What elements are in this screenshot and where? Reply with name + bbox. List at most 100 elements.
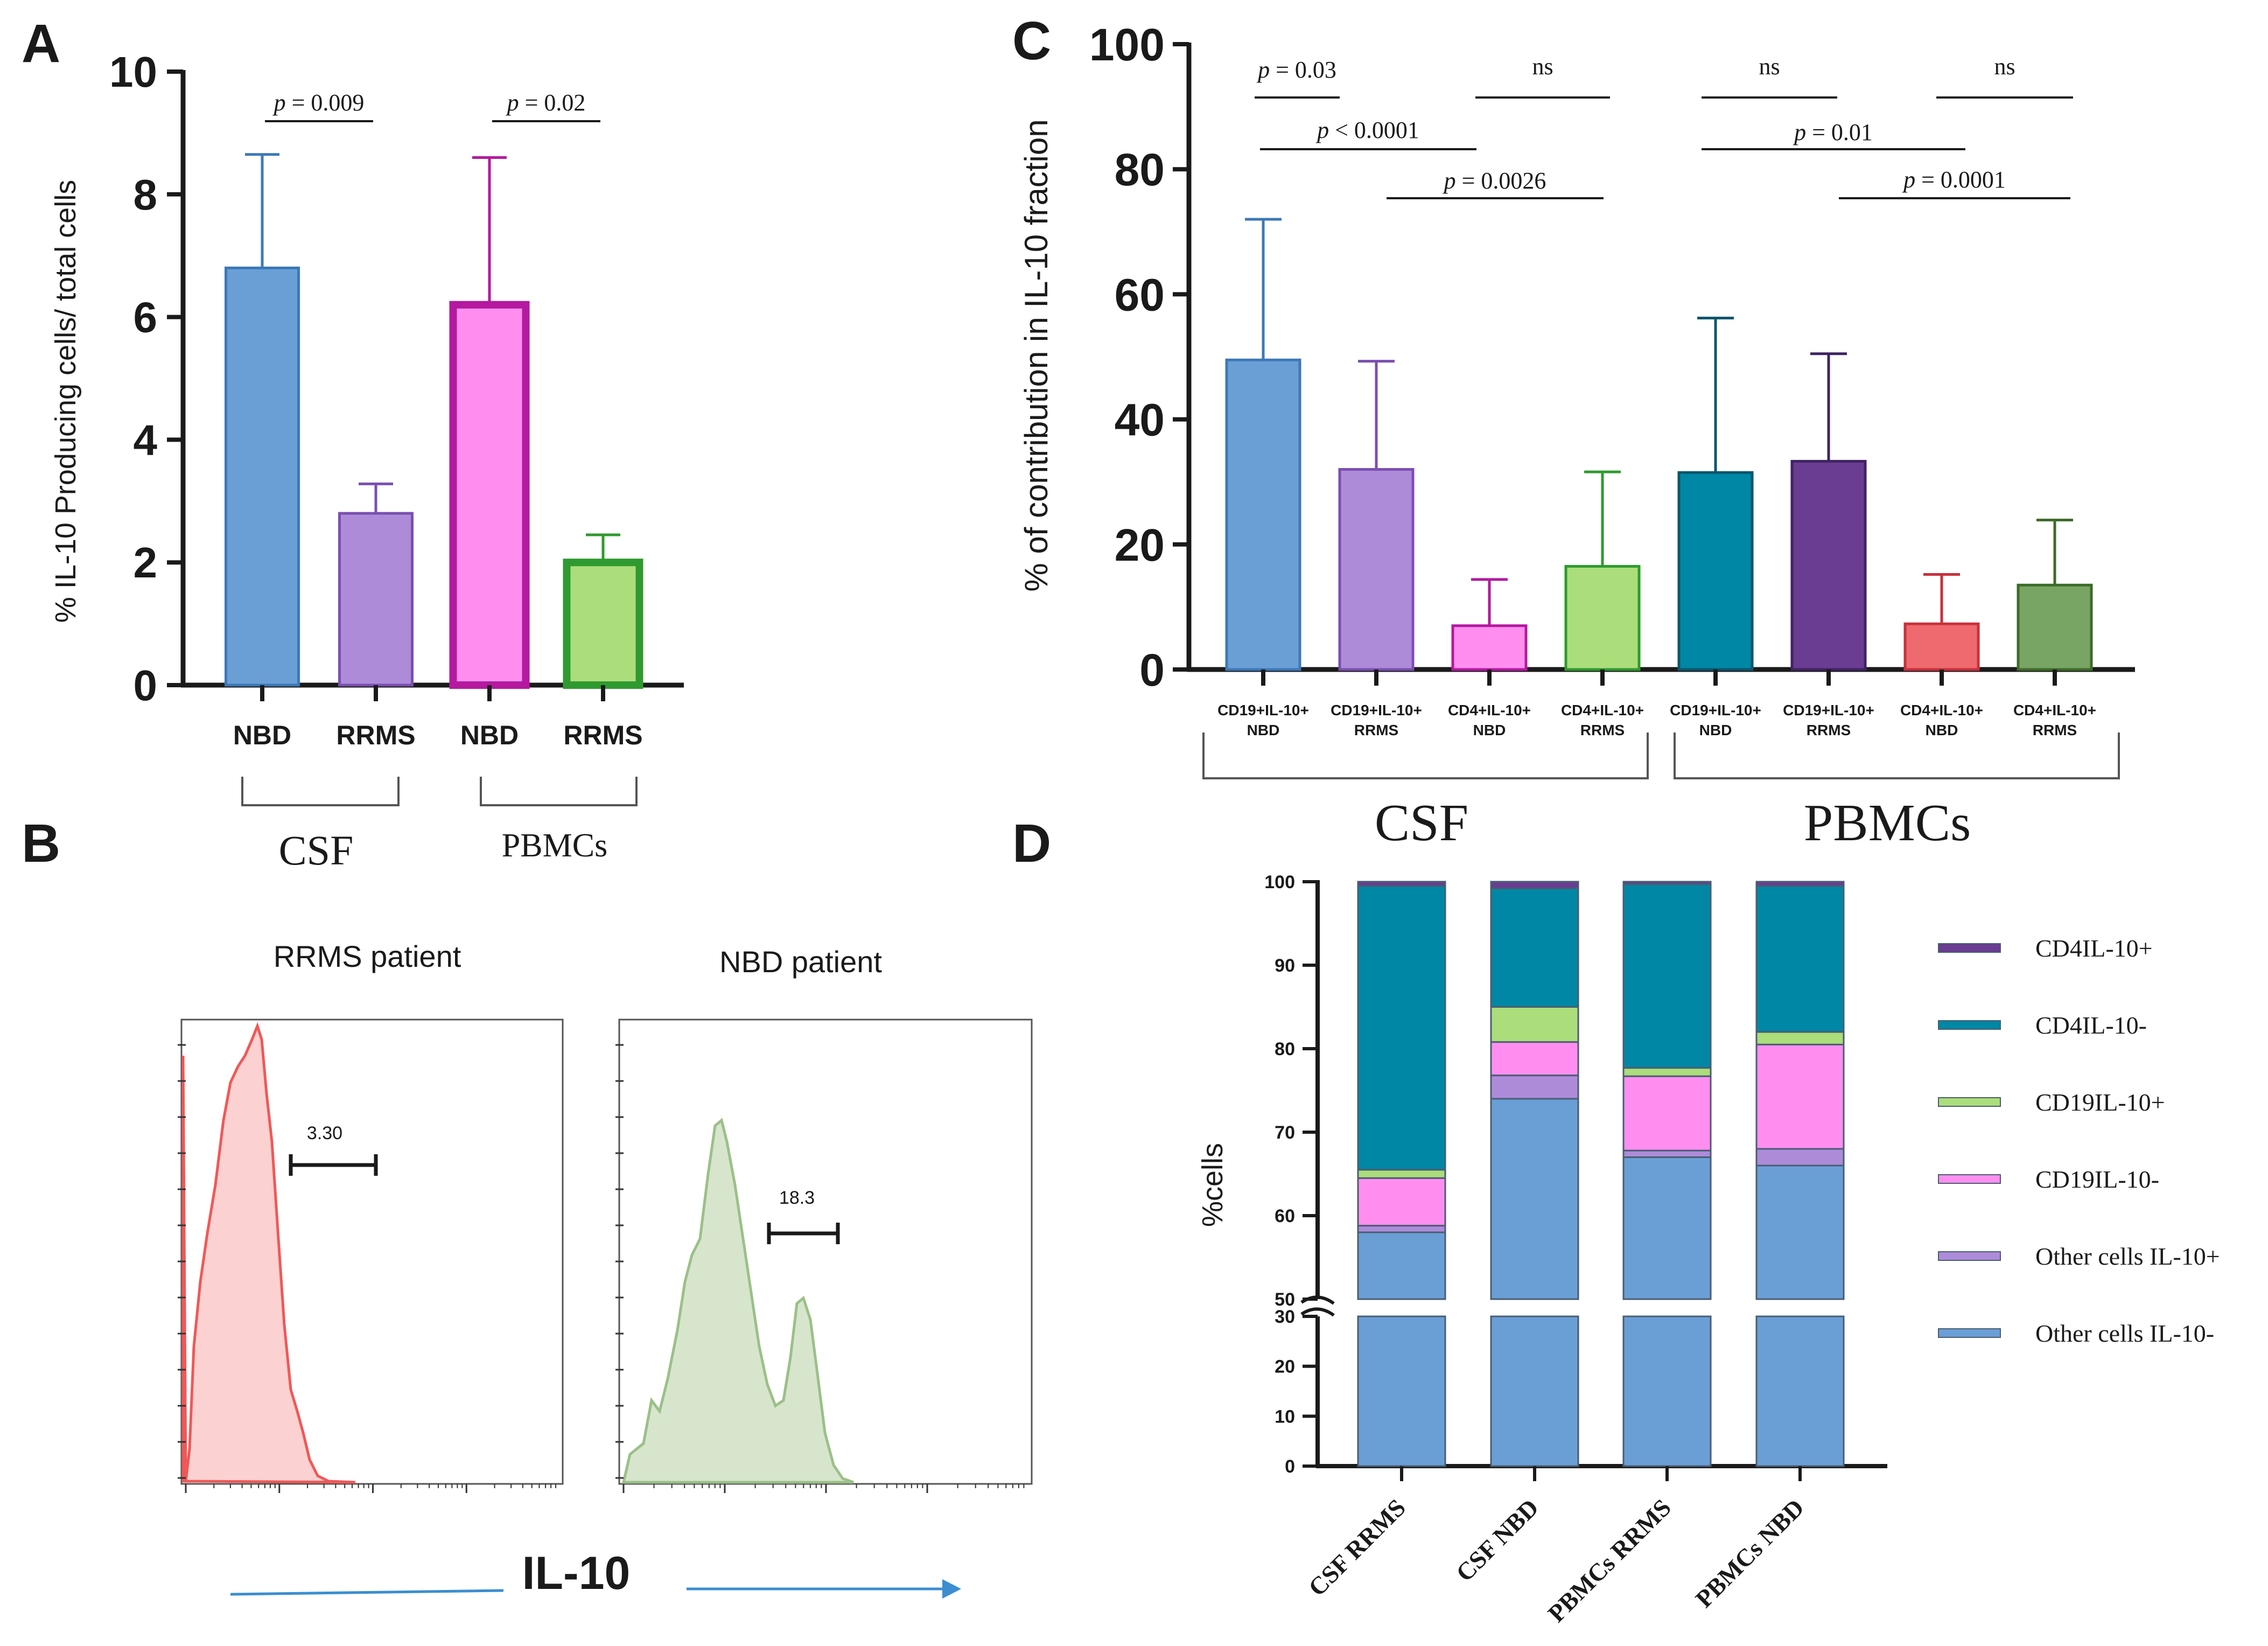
panel-d-y-tick-label: 0 [1285, 1456, 1295, 1477]
panel-d-x-tick-label: CSF RRMS [1303, 1494, 1411, 1601]
panel-c-p-value: p < 0.0001 [1315, 117, 1419, 143]
panel-d-stacked-segment [1755, 1315, 1845, 1467]
panel-d-stacked-segment [1490, 887, 1579, 1008]
panel-c-y-tick-label: 0 [1139, 645, 1165, 695]
panel-d-y-tick-label: 60 [1275, 1206, 1295, 1226]
panel-a-bar [563, 559, 643, 689]
panel-c-y-tick-label: 100 [1089, 19, 1165, 70]
panel-d-stacked-segment [1490, 1006, 1579, 1043]
panel-d-stacked-segment [1755, 1043, 1845, 1150]
panel-a-group-bracket [480, 777, 638, 806]
panel-c-y-tick-label: 20 [1115, 520, 1165, 570]
panel-d-y-tick-label: 100 [1264, 872, 1295, 892]
flow-gate-nbd [767, 1223, 840, 1244]
panel-d-y-tick-label: 10 [1275, 1406, 1295, 1427]
panel-d-stacked-segment [1490, 1098, 1579, 1300]
panel-c-x-tick-label: CD4+IL-10+ NBD [1900, 702, 1983, 738]
panel-d-stacked-segment [1490, 1075, 1579, 1100]
panel-d-legend-label: CD19IL-10+ [2035, 1089, 2165, 1116]
panel-d-stacked-segment [1357, 1177, 1446, 1227]
panel-d-stacked-segment [1622, 1075, 1712, 1152]
panel-d-y-tick-label: 20 [1275, 1357, 1295, 1377]
panel-c-group-label-pbmcs: PBMCs [1804, 794, 1971, 852]
panel-c-y-axis-label: % of contribution in IL-10 fraction [1018, 119, 1054, 591]
panel-c-x-tick-label: CD4+IL-10+ RRMS [1561, 702, 1644, 738]
panel-d-legend-label: CD4IL-10- [2035, 1012, 2147, 1039]
panel-c-x-tick-label: CD4+IL-10+ RRMS [2013, 702, 2096, 738]
panel-d-stacked-segment [1755, 1164, 1845, 1300]
panel-d-stacked-segment [1357, 885, 1446, 1171]
panel-c-p-value: ns [1532, 53, 1553, 80]
panel-c-y-tick-label: 40 [1115, 395, 1165, 445]
panel-d-stacked-segment [1357, 1225, 1446, 1233]
panel-d-stacked-segment [1357, 1169, 1446, 1179]
flow-axis-ticks [178, 1044, 1025, 1493]
panel-c-x-tick-label: CD19+IL-10+ NBD [1217, 702, 1309, 738]
panel-d-legend-label: CD4IL-10+ [2035, 934, 2153, 962]
panel-c-p-value: p = 0.0001 [1902, 166, 2006, 193]
panel-d-y-tick-label: 30 [1275, 1307, 1295, 1327]
flow-x-axis-label: IL-10 [522, 1547, 631, 1599]
flow-plot-title-nbd: NBD patient [719, 945, 882, 979]
panel-d-stacked-segment [1755, 881, 1845, 887]
panel-a-x-tick-label: NBD [233, 720, 291, 750]
panel-a-bar [449, 301, 530, 689]
panel-a-y-tick-label: 0 [134, 661, 158, 709]
panel-c-bar [1451, 624, 1528, 671]
panel-d-stacked-segment [1357, 881, 1446, 887]
panel-d-y-tick-label: 50 [1275, 1289, 1295, 1310]
panel-d-legend-label: CD19IL-10- [2035, 1166, 2159, 1193]
panel-c-p-value: p = 0.0026 [1443, 168, 1546, 194]
panel-d-x-tick-label: PBMCs NBD [1690, 1494, 1809, 1613]
panel-label-b: B [22, 813, 60, 874]
panel-a-x-tick-label: NBD [460, 720, 519, 750]
panel-c-group-bracket [1202, 733, 1649, 779]
panel-c-p-value: ns [1994, 53, 2015, 80]
panel-d-legend-swatch [1938, 1328, 2001, 1338]
panel-d-stacked-segment [1622, 1067, 1712, 1077]
panel-d-stacked-segment [1622, 1315, 1712, 1467]
panel-d-legend-label: Other cells IL-10+ [2035, 1243, 2220, 1270]
panel-d-stacked-segment [1755, 1031, 1845, 1045]
panel-d-x-tick-label: CSF NBD [1451, 1494, 1544, 1587]
panel-d-stacked-segment [1490, 881, 1579, 889]
panel-a-x-tick-label: RRMS [563, 720, 642, 750]
panel-label-c: C [1012, 11, 1051, 71]
panel-a-x-tick-label: RRMS [336, 720, 415, 750]
panel-d-legend-swatch [1938, 1174, 2001, 1184]
panel-d-legend-swatch [1938, 1251, 2001, 1261]
panel-d-y-axis-label: %cells [1196, 1143, 1229, 1227]
panel-a-bar-chart: % IL-10 Producing cells/ total cells CSF… [50, 48, 684, 874]
panel-a-p-value: p = 0.009 [272, 89, 365, 116]
panel-d-y-tick-label: 70 [1275, 1122, 1295, 1143]
panel-d-y-tick-label: 90 [1275, 955, 1295, 976]
panel-a-y-tick-label: 4 [134, 416, 158, 464]
panel-d-stacked-segment [1755, 1148, 1845, 1167]
panel-c-bar [1790, 459, 1867, 671]
panel-c-bar [1225, 358, 1301, 671]
flow-plot-title-rrms: RRMS patient [274, 939, 461, 973]
panel-d-legend-swatch [1938, 1097, 2001, 1107]
panel-a-y-axis-label: % IL-10 Producing cells/ total cells [50, 180, 82, 623]
panel-d-stacked-bar-chart: %cells 50 60 70 80 90 100 0 10 20 30 CSF RRMS CSF N… [1196, 872, 2220, 1627]
panel-c-x-tick-label: CD19+IL-10+ RRMS [1783, 702, 1874, 738]
panel-c-p-value: ns [1759, 53, 1780, 80]
panel-a-group-bracket [241, 777, 400, 806]
panel-d-stacked-segment [1490, 1041, 1579, 1077]
panel-c-x-tick-label: CD4+IL-10+ NBD [1448, 702, 1531, 738]
panel-d-axis-break [1300, 1295, 1335, 1305]
flow-gate-rrms [289, 1154, 378, 1176]
panel-c-group-label-csf: CSF [1375, 794, 1468, 852]
panel-c-x-tick-label: CD19+IL-10+ RRMS [1331, 702, 1422, 738]
panel-a-p-value: p = 0.02 [506, 89, 586, 116]
panel-a-y-tick-label: 10 [109, 48, 157, 96]
panel-c-y-tick-label: 80 [1115, 144, 1165, 195]
panel-b-flow-histograms: RRMS patient NBD patient 3.30 18.3 IL-10 [178, 939, 1033, 1599]
panel-d-stacked-segment [1622, 1149, 1712, 1159]
panel-d-legend-swatch [1938, 943, 2001, 953]
panel-c-y-tick-label: 60 [1115, 269, 1165, 320]
panel-d-stacked-segment [1357, 1231, 1446, 1300]
panel-d-axis-break [1300, 1307, 1335, 1317]
panel-a-y-tick-label: 6 [134, 294, 158, 341]
panel-a-group-label-csf: CSF [279, 827, 354, 874]
